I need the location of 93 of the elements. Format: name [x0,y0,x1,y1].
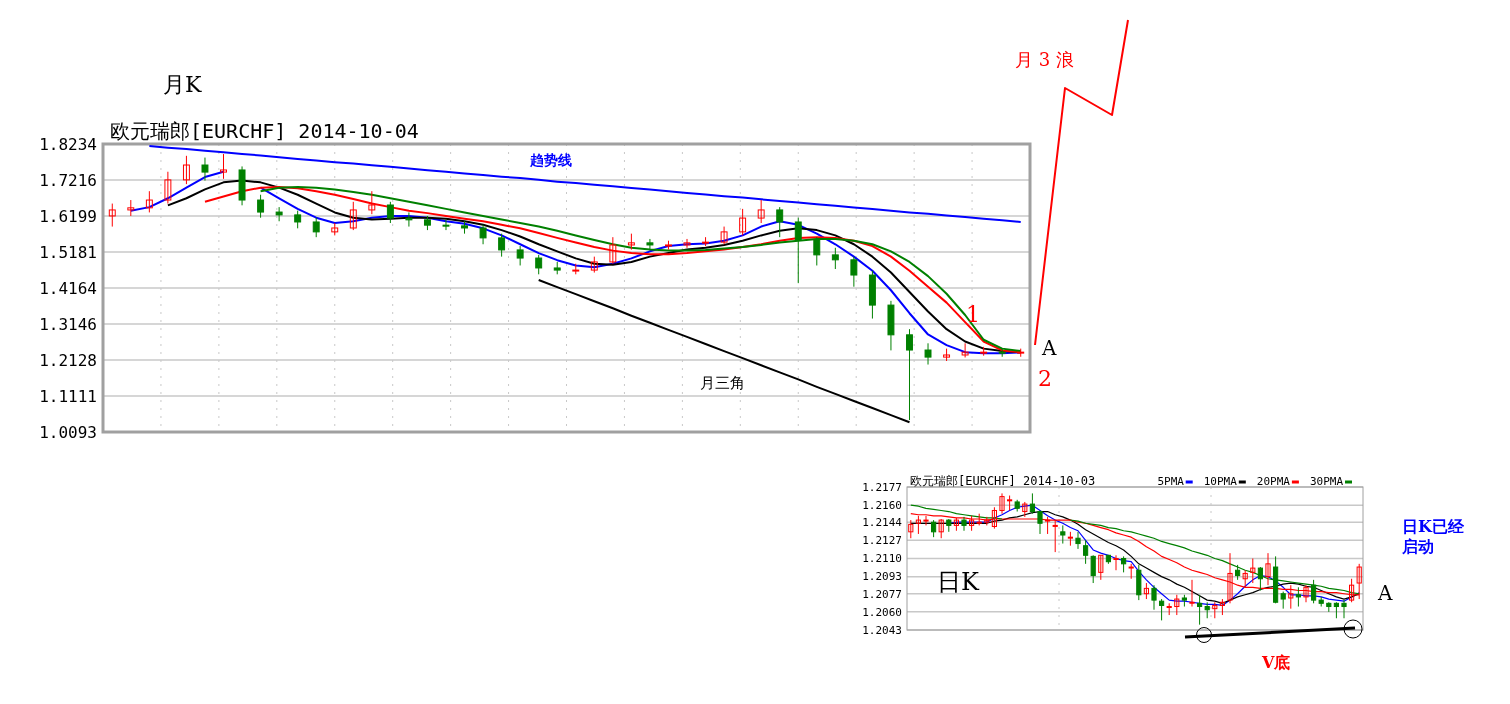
candlestick [1174,594,1180,616]
candlestick [368,190,376,215]
text: A [1041,336,1057,360]
y-tick-label: 1.1111 [39,386,97,406]
candlestick [442,218,450,231]
y-tick-label: 1.6199 [39,206,97,226]
text: 月 3 浪 [1015,49,1074,70]
text: 月K [163,72,202,97]
candlestick [813,236,821,266]
y-tick-label: 1.4164 [39,278,97,298]
candlestick [257,194,265,219]
candlestick [1037,509,1043,535]
y-tick-label: 1.2093 [862,570,902,584]
legend-label: 5PMA [1157,475,1185,488]
candlestick [405,211,413,228]
line-series [537,278,911,424]
candlestick [1075,531,1081,550]
y-tick-label: 1.7216 [39,170,97,190]
candlestick [164,171,172,205]
y-tick-label: 1.8234 [39,134,97,154]
candlestick [720,226,728,245]
chart-title: 欧元瑞郎[EURCHF] 2014-10-03 [910,474,1096,488]
y-tick-label: 1.2128 [39,350,97,370]
y-tick-label: 1.2043 [862,623,902,637]
text: 日K已经 [1402,517,1465,536]
line-series [148,144,1022,223]
legend-label: 30PMA [1309,475,1344,488]
candlestick [220,153,227,180]
candlestick [1029,492,1035,515]
candlestick [1341,599,1347,619]
text: 启动 [1401,537,1434,556]
candlestick [999,492,1005,515]
candlestick [1052,519,1058,553]
candlestick [479,224,487,245]
candlestick [1151,584,1157,611]
candlestick [1257,566,1263,592]
candlestick [108,203,116,228]
candlestick [1083,539,1089,565]
candlestick [1159,598,1165,621]
candlestick [349,201,357,231]
candlestick [757,199,765,224]
annotation: 月三角 [700,374,745,392]
candlestick [646,238,654,251]
candlestick [794,217,802,284]
candlestick [498,233,506,258]
candlestick [776,206,784,238]
candlestick [938,518,944,539]
candlestick [739,208,747,236]
candlestick [1295,586,1301,608]
y-tick-label: 1.5181 [39,242,97,262]
legend-label: 10PMA [1203,475,1238,488]
candlestick [1090,554,1096,584]
text: V底 [1261,653,1291,672]
candlestick [201,157,209,182]
candlestick [1060,524,1066,545]
candlestick [145,190,153,213]
y-tick-label: 1.2127 [862,534,902,548]
candlestick [908,519,914,539]
candlestick [182,155,190,185]
candlestick [275,206,283,222]
text: 2 [1038,366,1052,391]
candlestick [535,254,543,275]
candlestick [906,328,913,421]
y-tick-label: 1.2177 [862,480,902,494]
chart-title: 欧元瑞郎[EURCHF] 2014-10-04 [110,119,419,143]
legend-label: 20PMA [1256,475,1291,488]
candlestick [1250,558,1256,584]
candlestick [516,245,524,266]
y-tick-label: 1.0093 [39,422,97,442]
annotation: 趋势线 [529,152,572,168]
candlestick [386,201,394,224]
text: A [1377,581,1393,605]
annotation: 日K [937,568,980,596]
candlestick [1098,554,1104,581]
y-tick-label: 1.2077 [862,587,902,601]
candlestick [850,256,858,288]
candlestick [961,342,969,358]
annotation: 1 [966,302,980,327]
y-tick-label: 1.2060 [862,605,902,619]
candlestick [1113,554,1119,571]
candlestick [961,516,967,532]
y-tick-label: 1.2110 [862,552,902,566]
candlestick [1197,594,1203,626]
candlestick [1189,579,1195,608]
candlestick [683,238,691,249]
candlestick [1265,552,1271,586]
candlestick [609,236,617,265]
candlestick [924,342,932,366]
candlestick [831,247,839,270]
y-tick-label: 1.2144 [862,516,903,530]
y-tick-label: 1.2160 [862,498,902,512]
y-tick-label: 1.3146 [39,314,97,334]
candlestick [312,217,320,238]
